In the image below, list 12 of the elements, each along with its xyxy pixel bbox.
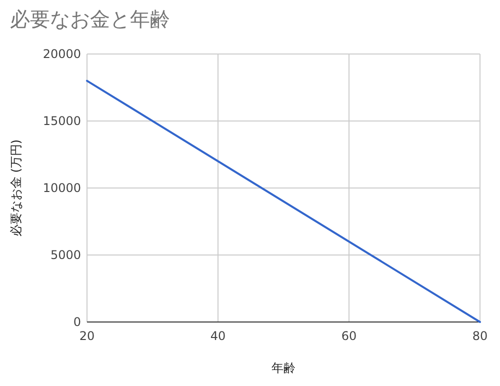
x-tick-label: 20 [79, 329, 95, 343]
y-tick-label: 5000 [50, 248, 81, 262]
x-tick-label: 40 [210, 329, 226, 343]
chart-title: 必要なお金と年齢 [10, 7, 170, 31]
y-tick-label: 10000 [42, 181, 81, 195]
y-tick-label: 15000 [42, 114, 81, 128]
x-tick-label: 80 [472, 329, 488, 343]
x-tick-label: 60 [341, 329, 357, 343]
y-tick-label: 20000 [42, 47, 81, 61]
y-tick-label: 0 [73, 315, 81, 329]
x-axis-title: 年齢 [272, 361, 296, 375]
y-axis-title: 必要なお金 (万円) [9, 139, 23, 237]
